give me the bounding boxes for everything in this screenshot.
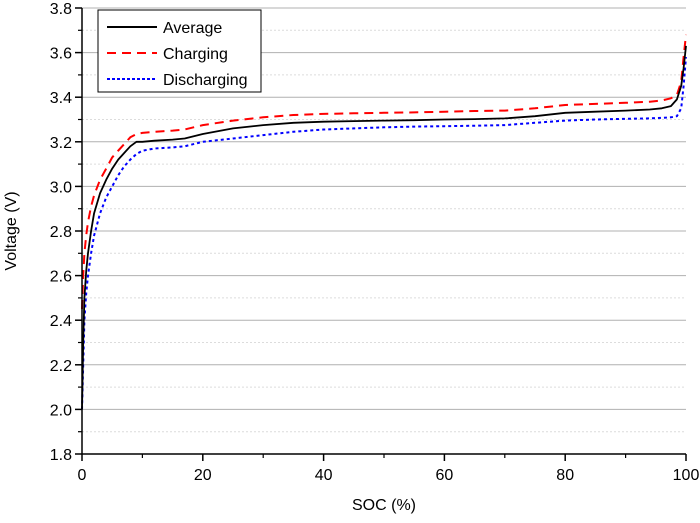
legend-label-discharging: Discharging [163, 72, 247, 89]
series-line-average [81, 45, 687, 410]
y-tick-label: 2.0 [50, 402, 72, 419]
y-tick-label: 3.2 [50, 135, 72, 152]
y-tick-label: 2.2 [50, 358, 72, 375]
x-tick-label: 0 [78, 467, 87, 484]
y-tick-label: 1.8 [50, 447, 72, 464]
y-tick-label: 2.8 [50, 224, 72, 241]
y-tick-label: 3.0 [50, 179, 72, 196]
series-group [81, 34, 687, 410]
x-tick-label: 20 [194, 467, 212, 484]
series-line-discharging [81, 57, 687, 410]
x-tick-label: 40 [315, 467, 333, 484]
legend-box [97, 9, 262, 93]
series-line-charging [81, 34, 687, 310]
x-axis-title: SOC (%) [352, 497, 416, 514]
y-tick-label: 3.8 [50, 1, 72, 18]
y-axis-title: Voltage (V) [3, 191, 20, 270]
legend: Average Charging Discharging [97, 9, 262, 93]
x-tick-label: 80 [556, 467, 574, 484]
legend-label-charging: Charging [163, 46, 228, 63]
x-tick-label: 100 [673, 467, 700, 484]
y-tick-label: 3.4 [50, 90, 72, 107]
grid [82, 7, 686, 433]
legend-label-average: Average [163, 20, 222, 37]
y-tick-label: 2.6 [50, 269, 72, 286]
ticks: 1.8 2.0 2.2 2.4 2.6 2.8 3.0 3.2 3.4 3.6 3.8 0 20 40 60… [50, 1, 700, 484]
y-tick-label: 3.6 [50, 46, 72, 63]
x-tick-label: 60 [436, 467, 454, 484]
y-tick-label: 2.4 [50, 313, 72, 330]
